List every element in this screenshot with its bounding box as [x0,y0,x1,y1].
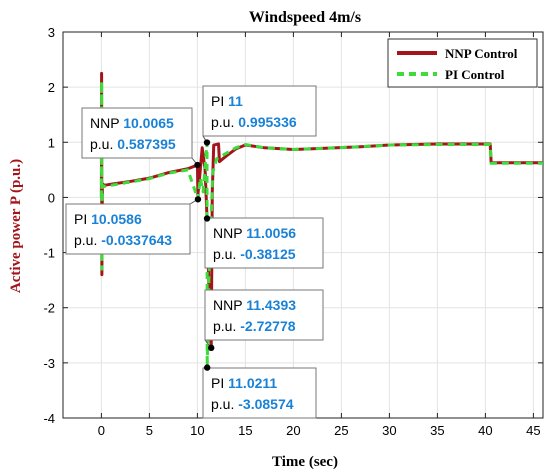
datatip-line2: p.u. -0.38125 [213,246,296,262]
datatip-box [204,217,324,269]
datatip-value: -0.38125 [240,246,295,262]
datatip-label: NNP [213,297,246,313]
x-tick-label: 40 [478,423,492,438]
x-tick-label: 30 [382,423,396,438]
x-tick-label: 10 [190,423,204,438]
datatip-value: 11.4393 [246,297,296,313]
datatip-value: 10.0586 [91,211,142,227]
y-tick-label: 1 [48,135,55,150]
datatip-label: p.u. [211,114,238,130]
y-tick-label: -4 [43,411,55,426]
datatip-label: p.u. [211,396,238,412]
datatip-marker [208,344,215,352]
datatip-label: p.u. [213,246,240,262]
y-tick-label: 0 [48,190,55,205]
legend-box [387,38,538,88]
datatip-marker [204,364,211,371]
datatip-label: p.u. [213,318,240,334]
x-axis-label: Time (sec) [272,454,338,470]
y-tick-label: -1 [43,246,55,261]
datatip-value: -0.0337643 [101,232,172,248]
legend: NNP Control PI Control [387,38,538,88]
datatip-line2: p.u. -0.0337643 [74,232,172,248]
datatip-box [204,289,324,341]
x-tick-label: 5 [146,423,153,438]
datatip-marker [203,215,211,222]
y-axis-label: Active power P (p.u.) [8,159,24,293]
plot-area: 0 5 10 15 20 25 30 35 40 45 -4 -3 -2 -1 0 1 2 3 NNP Contro… [43,25,544,438]
y-tick-label: 2 [48,80,55,95]
datatip-label: PI [74,211,91,227]
legend-label: NNP Control [445,46,518,61]
x-tick-label: 15 [238,423,252,438]
datatip-marker [194,161,201,169]
datatip-marker [203,139,211,146]
datatip-box [65,203,191,255]
datatip-box [81,107,193,159]
datatip-value: 11 [228,93,243,109]
y-tick-label: 3 [48,25,55,40]
legend-label: PI Control [445,67,505,82]
datatip-line1: NNP 11.0056 [213,225,296,241]
datatip-value: -3.08574 [238,396,293,412]
datatip-label: PI [211,93,228,109]
datatip-line1: NNP 10.0065 [90,115,174,131]
y-tick-label: -2 [43,301,55,316]
series-line-pi [99,80,543,370]
datatip-value: 11.0056 [246,225,296,241]
datatip-label: p.u. [90,136,117,152]
datatip-marker [194,196,202,203]
datatip-line1: PI 10.0586 [74,211,142,227]
x-tick-label: 45 [526,423,540,438]
datatip-line2: p.u. 0.587395 [90,136,176,152]
datatip-label: p.u. [74,232,101,248]
datatip-value: 0.995336 [238,114,297,130]
x-tick-label: 35 [430,423,444,438]
datatip-line2: p.u. -2.72778 [213,318,296,334]
datatip-line1: NNP 11.4393 [213,297,296,313]
datatip-value: 11.0211 [228,375,277,391]
datatip-value: -2.72778 [240,318,295,334]
datatip-value: 0.587395 [117,136,176,152]
datatip-label: NNP [90,115,123,131]
chart-title: Windspeed 4m/s [249,9,361,26]
x-tick-label: 0 [98,423,105,438]
datatip-box [202,367,317,419]
y-tick-label: -3 [43,356,55,371]
datatip-line1: PI 11.0211 [211,375,277,391]
x-tick-label: 20 [286,423,300,438]
datatip-line2: p.u. 0.995336 [211,114,297,130]
datatip-box [202,85,317,137]
datatip-line2: p.u. -3.08574 [211,396,294,412]
datatip-line1: PI 11 [211,93,243,109]
datatip-label: NNP [213,225,246,241]
datatip-label: PI [211,375,228,391]
x-tick-label: 25 [334,423,348,438]
datatip-value: 10.0065 [123,115,174,131]
